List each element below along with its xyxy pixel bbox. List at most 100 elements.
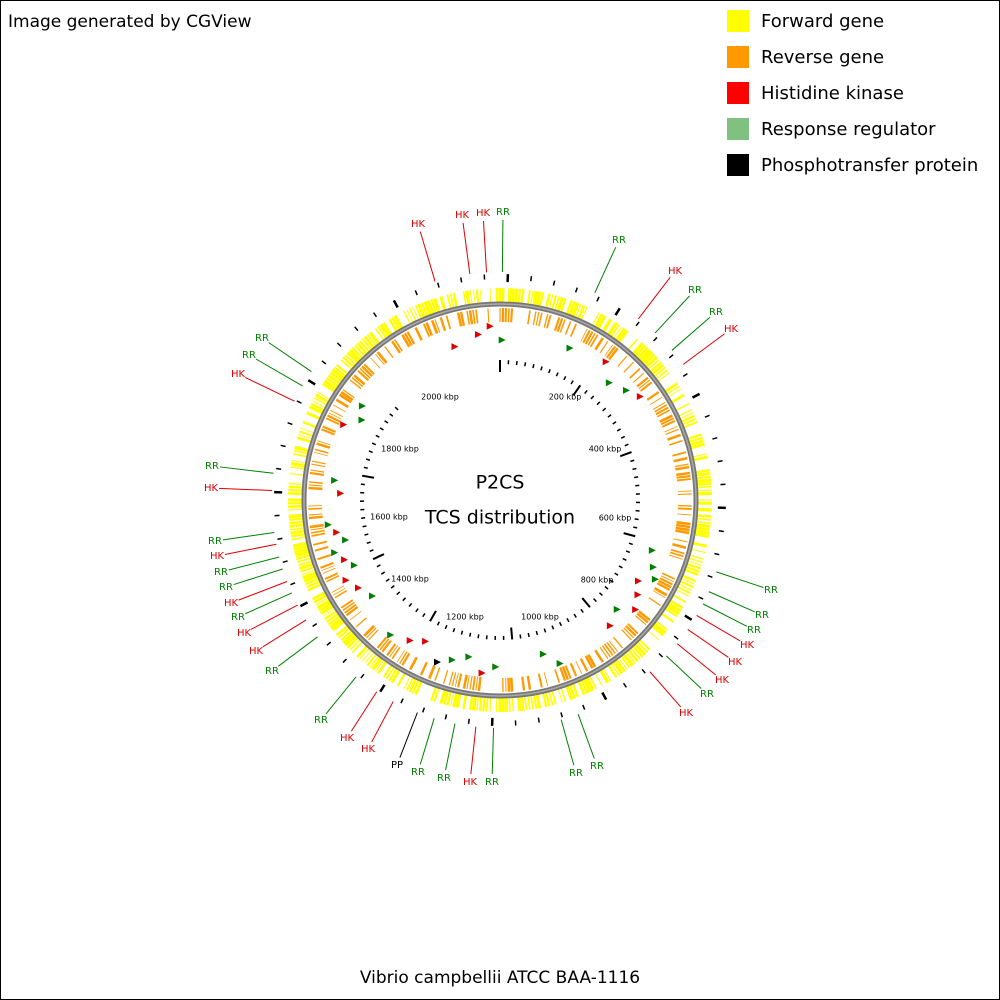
reverse-gene [396,650,405,663]
forward-gene [668,602,682,613]
forward-gene [288,508,303,511]
forward-gene [571,302,580,317]
reverse-gene [359,368,371,379]
ruler-tick [380,571,386,575]
reverse-gene [526,675,532,690]
reverse-gene [677,513,692,516]
feature-label: HK [224,598,239,609]
feature-label: HK [715,675,730,686]
outer-tick [673,635,679,640]
forward-gene [615,659,626,673]
forward-gene [666,385,680,395]
ruler-tick [379,427,384,431]
feature-marker [613,605,621,613]
forward-gene [630,647,641,660]
ruler-tick [619,451,632,458]
reverse-gene [601,645,611,658]
reverse-gene [345,605,359,617]
ruler-label: 200 kbp [549,393,582,402]
feature-marker [486,322,494,330]
reverse-gene [325,417,340,426]
reverse-gene [599,340,609,354]
reverse-gene [349,379,362,390]
forward-gene [290,461,306,468]
forward-gene [289,520,304,525]
ruler-tick [527,632,530,638]
forward-gene [348,348,362,362]
reverse-gene [314,448,329,454]
forward-gene [295,550,310,558]
ruler-tick [632,467,637,471]
forward-gene [664,607,678,618]
legend-swatch [727,82,749,104]
ruler-tick [468,632,472,637]
forward-gene [569,684,576,699]
reverse-gene [430,319,439,334]
reverse-gene [349,610,362,621]
feature-leader [255,358,303,387]
reverse-gene [310,469,325,473]
feature-marker [556,659,564,667]
ruler-tick [590,395,595,400]
reverse-gene [338,393,352,404]
forward-gene [677,586,691,595]
reverse-gene [308,507,323,510]
reverse-gene [556,318,564,332]
ruler-tick [402,597,407,602]
forward-gene [315,393,329,404]
forward-gene [648,630,660,641]
feature-label: RR [485,777,499,788]
reverse-gene [309,471,324,477]
forward-gene [335,625,349,637]
ruler-tick [452,627,456,633]
reverse-gene [621,629,632,641]
reverse-gene [608,640,619,653]
ruler-tick [628,542,634,546]
forward-gene [465,290,471,305]
reverse-gene [606,641,616,654]
reverse-gene [606,345,617,359]
reverse-gene [309,523,324,529]
forward-gene [535,694,542,709]
forward-gene [565,300,573,315]
reverse-gene [340,599,354,609]
outer-tick [704,414,710,418]
forward-gene [527,695,531,710]
outer-tick [280,444,286,448]
feature-marker [369,592,376,600]
ruler-tick [532,363,535,369]
reverse-gene [342,389,355,399]
feature-leader [676,643,717,676]
ruler-tick [368,450,373,454]
feature-marker [358,402,366,410]
feature-leader [482,220,488,273]
reverse-gene [311,463,326,468]
outer-tick [622,682,627,688]
reverse-gene [676,474,691,479]
reverse-gene [331,585,345,593]
forward-gene [482,697,486,712]
feature-label: HK [679,708,694,719]
reverse-gene [538,312,543,327]
reverse-gene [308,481,323,484]
forward-gene [542,692,548,708]
forward-gene [299,430,313,437]
forward-gene [323,379,338,391]
forward-gene [691,548,706,554]
ruler-tick [604,585,609,590]
forward-gene [507,288,512,303]
outer-tick [277,537,283,540]
forward-gene [329,371,343,383]
outer-tick [717,460,723,463]
outer-tick [714,552,720,556]
reverse-gene [658,579,672,589]
forward-gene [298,434,312,440]
feature-label: RR [700,689,714,700]
forward-gene [653,622,667,634]
reverse-gene [466,310,471,325]
forward-gene [524,696,528,711]
ruler-label: 1000 kbp [521,613,559,622]
ruler-tick [361,474,375,479]
forward-gene [412,306,419,320]
forward-gene [688,436,703,443]
